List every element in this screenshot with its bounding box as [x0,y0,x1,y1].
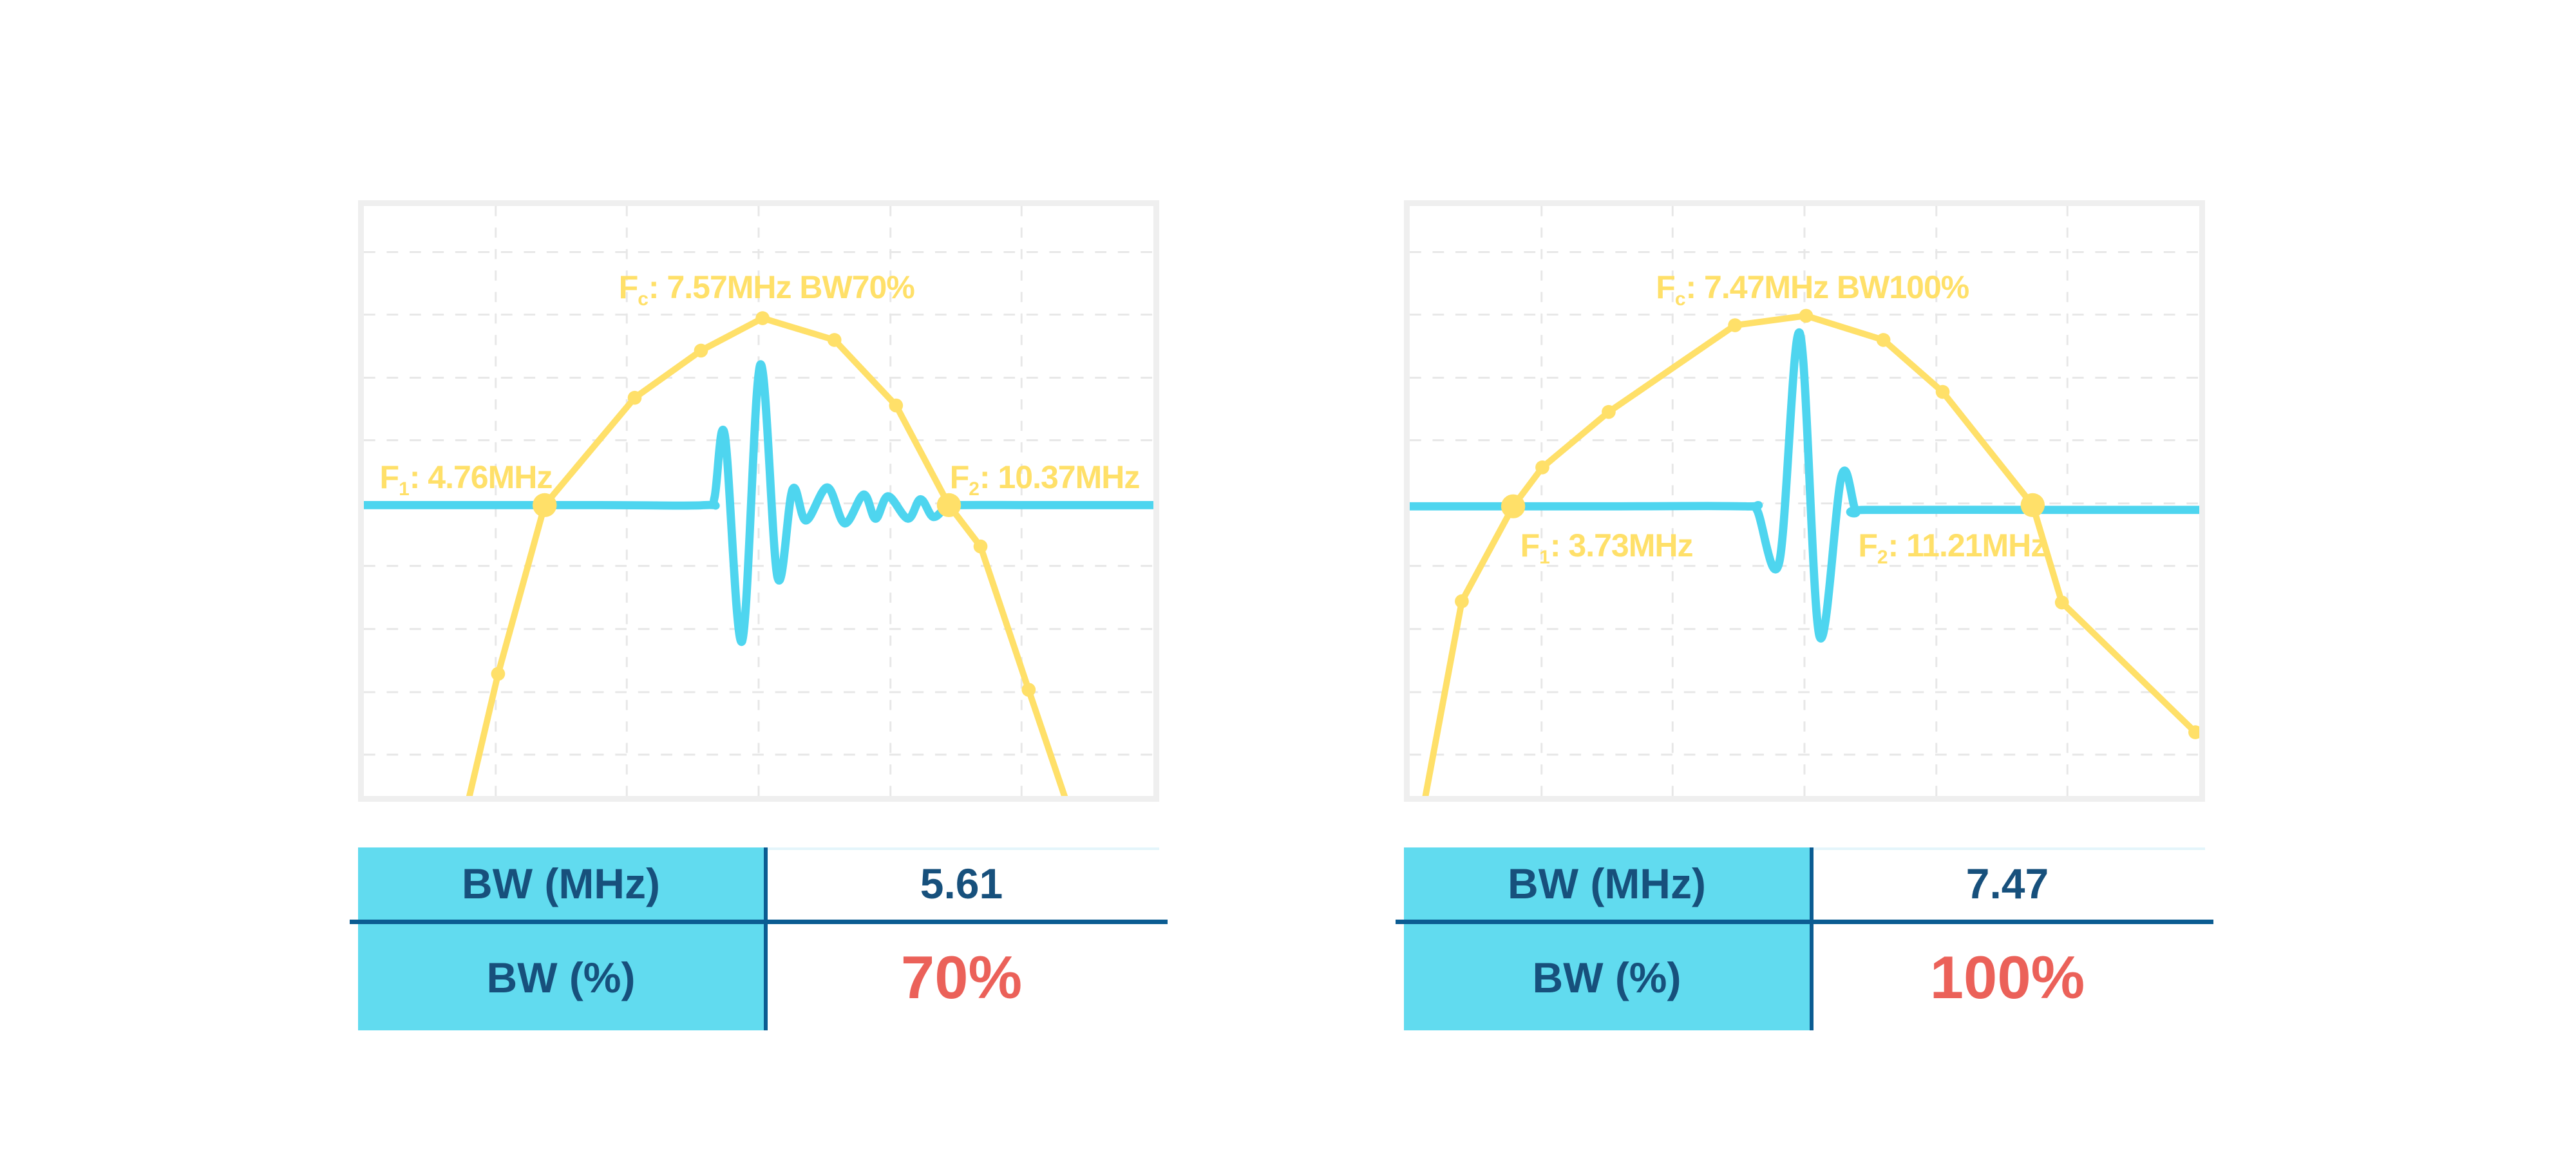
f1-annotation-subscript: 1 [399,478,410,500]
spectrum-pulse-chart [364,206,1153,796]
f2-annotation: F2: 10.37MHz [949,459,1141,500]
bandwidth-crossing-marker [533,493,557,518]
spectrum-line [1422,312,2199,796]
bw-pct-value-cell: 70% [764,924,1159,1030]
fc-annotation-symbol: F [618,269,639,305]
pulse-waveform [364,360,1153,646]
bw-pct-label-cell: BW (%) [358,924,764,1030]
f2-annotation: F2: 11.21MHz [1858,527,2047,568]
data-point-marker [694,343,708,358]
bw-pct-value-cell: 100% [1810,924,2205,1030]
data-point-marker [889,398,904,413]
fc-annotation-value: : 7.57MHz BW70% [648,269,915,305]
f1-annotation: F1: 4.76MHz [380,461,553,499]
data-point-marker [2054,595,2069,610]
data-point-marker [1535,460,1549,475]
spectrum-pulse-chart [1410,206,2199,796]
table-row-bw-mhz: BW (MHz) 7.47 [1404,847,2205,920]
f2-annotation-symbol: F [949,459,970,495]
table-row-bw-mhz: BW (MHz) 5.61 [358,847,1159,920]
data-point-marker [1799,308,1814,323]
bw-mhz-label-cell: BW (MHz) [358,847,764,920]
chart-frame: Fc: 7.47MHz BW100% F1: 3.73MHz F2: 11.21… [1404,200,2205,802]
bw-pct-label-cell: BW (%) [1404,924,1810,1030]
data-point-marker [491,667,506,681]
data-point-marker [1455,594,1469,609]
data-point-marker [1935,384,1950,399]
table-column-divider [764,847,768,1030]
panel-bw70: Fc: 7.57MHz BW70% F1: 4.76MHz F2: 10.37M… [350,0,1168,1154]
f1-annotation: F1: 3.73MHz [1520,527,1694,568]
f2-annotation-value: : 10.37MHz [979,459,1140,495]
bw-mhz-label-cell: BW (MHz) [1404,847,1810,920]
f1-annotation-value: : 3.73MHz [1549,527,1694,563]
fc-annotation-value: : 7.47MHz BW100% [1685,269,1970,305]
fc-annotation-subscript: c [638,288,649,310]
fc-annotation: Fc: 7.57MHz BW70% [618,269,915,310]
fc-annotation: Fc: 7.47MHz BW100% [1656,271,1969,309]
panel-bw100: Fc: 7.47MHz BW100% F1: 3.73MHz F2: 11.21… [1396,0,2213,1154]
table-row-divider [1396,920,2213,924]
bandwidth-crossing-marker [936,493,961,518]
f2-annotation-subscript: 2 [969,478,980,500]
bandwidth-crossing-marker [1501,494,1526,518]
bw-table: BW (MHz) 7.47 BW (%) 100% [1396,847,2213,1030]
bandwidth-crossing-marker [2020,493,2045,518]
pulse-waveform [1410,328,2199,643]
table-row-bw-pct: BW (%) 100% [1404,924,2205,1030]
data-point-marker [827,333,842,347]
f2-annotation-subscript: 2 [1877,546,1888,568]
table-top-border [768,847,1159,850]
table-top-border [1814,847,2205,850]
data-point-marker [627,390,642,405]
data-point-marker [1876,333,1891,347]
spectrum-line [466,315,1068,796]
f1-annotation-value: : 4.76MHz [409,459,553,495]
data-point-marker [1602,404,1616,419]
f1-annotation-symbol: F [1520,527,1540,563]
data-point-marker [755,311,770,325]
fc-annotation-subscript: c [1674,288,1686,310]
f1-annotation-symbol: F [379,459,400,495]
data-point-marker [1021,683,1036,697]
table-row-bw-pct: BW (%) 70% [358,924,1159,1030]
bw-mhz-value-cell: 5.61 [764,847,1159,920]
fc-annotation-symbol: F [1656,269,1676,305]
f1-annotation-subscript: 1 [1539,546,1550,568]
f2-annotation-symbol: F [1858,527,1878,563]
data-point-marker [973,539,988,554]
bw-table: BW (MHz) 5.61 BW (%) 70% [350,847,1168,1030]
data-point-marker [1728,318,1742,332]
chart-frame: Fc: 7.57MHz BW70% F1: 4.76MHz F2: 10.37M… [358,200,1159,802]
f2-annotation-value: : 11.21MHz [1888,527,2047,563]
table-row-divider [350,920,1168,924]
table-column-divider [1810,847,1814,1030]
bw-mhz-value-cell: 7.47 [1810,847,2205,920]
data-point-marker [2188,725,2199,739]
